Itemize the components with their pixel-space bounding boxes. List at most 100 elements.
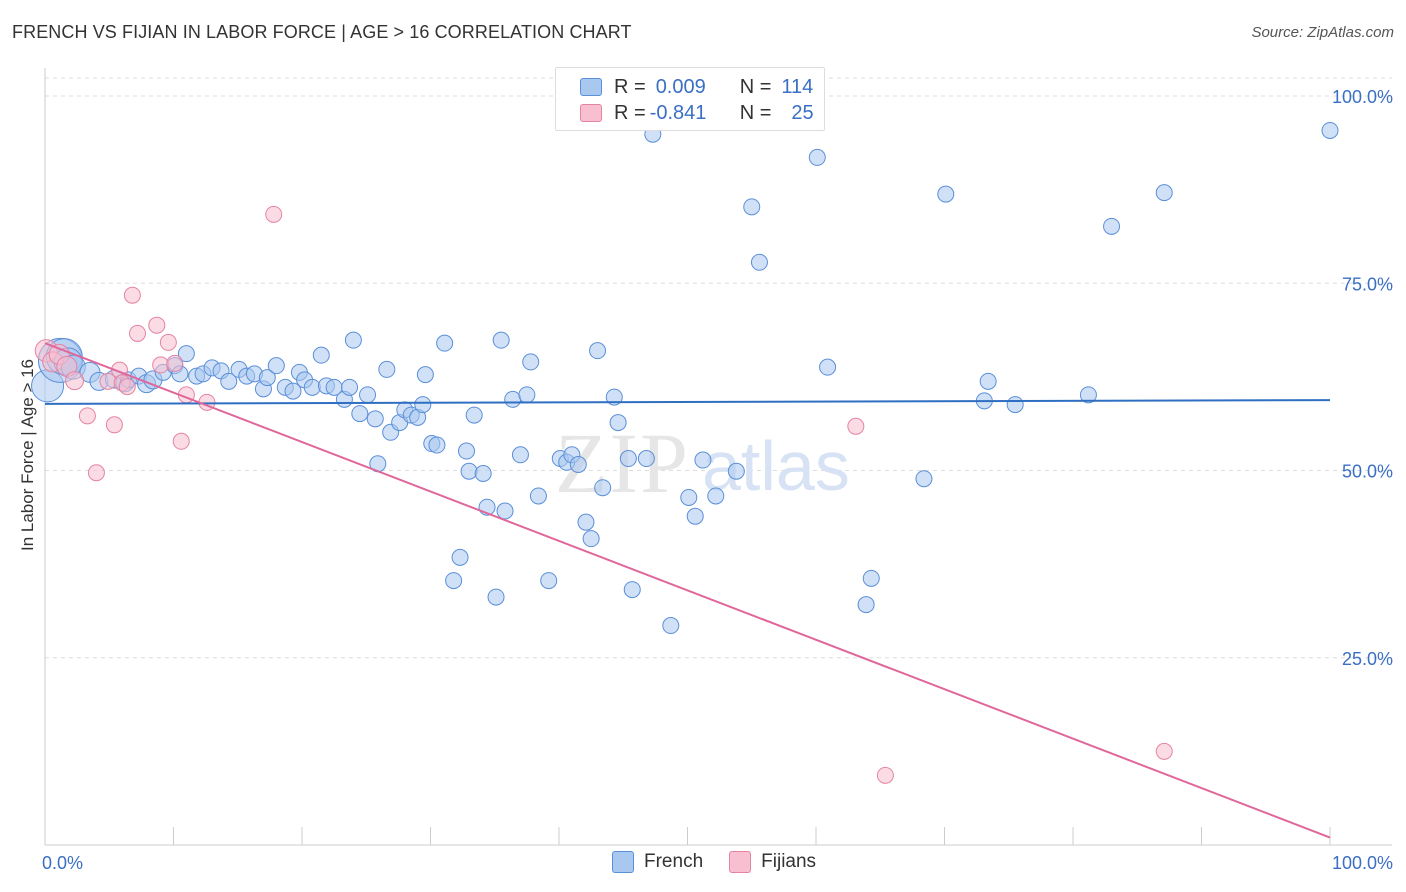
french-legend-swatch xyxy=(612,851,634,873)
french-point xyxy=(594,479,612,497)
fijian-point xyxy=(1155,742,1173,760)
french-point xyxy=(605,388,623,406)
french-point xyxy=(1006,396,1024,414)
french-point xyxy=(577,513,595,531)
french-point xyxy=(529,487,547,505)
french-point xyxy=(637,450,655,468)
french-point xyxy=(445,572,463,590)
french-point xyxy=(569,456,587,474)
fijian-point xyxy=(847,417,865,435)
r-value: -0.841 xyxy=(649,101,707,124)
french-point xyxy=(258,369,276,387)
french-point xyxy=(474,464,492,482)
series-legend: French Fijians xyxy=(612,851,842,873)
x-tick-label-min: 0.0% xyxy=(42,853,83,873)
french-point xyxy=(436,334,454,352)
fijian-point xyxy=(265,205,283,223)
french-point xyxy=(457,442,475,460)
fijian-point xyxy=(78,407,96,425)
legend-item-french[interactable]: French xyxy=(612,851,703,873)
axes xyxy=(44,68,1392,846)
n-label: N = xyxy=(739,101,772,124)
french-point xyxy=(177,345,195,363)
french-trend-line xyxy=(44,399,1331,405)
french-point xyxy=(312,346,330,364)
stats-legend: R = 0.009 N = 114 R = -0.841 N = 25 xyxy=(555,67,825,131)
y-tick-label: 100.0% xyxy=(1332,87,1393,107)
french-point xyxy=(496,502,514,520)
french-point xyxy=(686,507,704,525)
french-point xyxy=(1079,386,1097,404)
french-point xyxy=(451,548,469,566)
fijian-point xyxy=(87,464,105,482)
french-point xyxy=(366,410,384,428)
french-point xyxy=(416,366,434,384)
french-point xyxy=(492,331,510,349)
french-point xyxy=(267,357,285,375)
french-point xyxy=(414,396,432,414)
french-point xyxy=(1103,217,1121,235)
fijian-point xyxy=(123,286,141,304)
fijian-point xyxy=(172,432,190,450)
r-value: 0.009 xyxy=(655,75,706,98)
french-point xyxy=(378,360,396,378)
r-label: R = xyxy=(614,75,646,98)
french-point xyxy=(341,378,359,396)
fijian-point xyxy=(159,333,177,351)
fijian-legend-swatch xyxy=(729,851,752,873)
french-point xyxy=(460,462,478,480)
fijian-point xyxy=(105,416,123,434)
french-points xyxy=(31,121,1339,635)
fijian-point xyxy=(65,371,85,391)
stats-row-fijian: R = -0.841 N = 25 xyxy=(580,100,814,126)
french-point xyxy=(511,446,529,464)
french-point xyxy=(623,581,641,599)
fijian-point xyxy=(876,766,894,784)
y-axis-label: In Labor Force | Age > 16 xyxy=(18,358,37,552)
french-point xyxy=(915,470,933,488)
n-value: 114 xyxy=(781,75,814,98)
french-point xyxy=(540,572,558,590)
legend-label-fijians: Fijians xyxy=(761,851,817,872)
r-label: R = xyxy=(614,101,646,124)
french-point xyxy=(582,530,600,548)
fijian-point xyxy=(129,324,147,342)
french-point xyxy=(487,588,505,606)
trend-lines xyxy=(44,342,1331,839)
french-point xyxy=(522,353,540,371)
french-point xyxy=(359,386,377,404)
french-point xyxy=(662,617,680,635)
legend-label-french: French xyxy=(644,851,704,872)
french-point xyxy=(680,488,698,506)
french-point xyxy=(518,386,536,404)
legend-item-fijians[interactable]: Fijians xyxy=(729,851,816,873)
french-point xyxy=(707,487,725,505)
french-point xyxy=(220,372,238,390)
y-tick-label: 75.0% xyxy=(1342,274,1393,294)
french-point xyxy=(504,390,522,408)
french-point xyxy=(937,185,955,203)
fijian-points xyxy=(34,205,1173,784)
french-point xyxy=(303,378,321,396)
french-point xyxy=(351,405,369,423)
stats-row-french: R = 0.009 N = 114 xyxy=(580,74,813,100)
french-point xyxy=(589,342,607,360)
n-value: 25 xyxy=(791,101,814,124)
french-point xyxy=(750,253,768,271)
fijian-point xyxy=(152,356,170,374)
french-point xyxy=(727,462,745,480)
french-point xyxy=(284,382,302,400)
french-point xyxy=(857,596,875,614)
french-swatch xyxy=(580,78,602,96)
french-point xyxy=(619,450,637,468)
french-point xyxy=(862,569,880,587)
fijian-trend-line xyxy=(44,342,1331,839)
fijian-point xyxy=(118,378,136,396)
french-point xyxy=(344,331,362,349)
y-tick-label: 25.0% xyxy=(1342,649,1393,669)
french-point xyxy=(979,372,997,390)
french-point xyxy=(694,451,712,469)
n-label: N = xyxy=(739,75,772,98)
fijian-swatch xyxy=(580,104,602,122)
